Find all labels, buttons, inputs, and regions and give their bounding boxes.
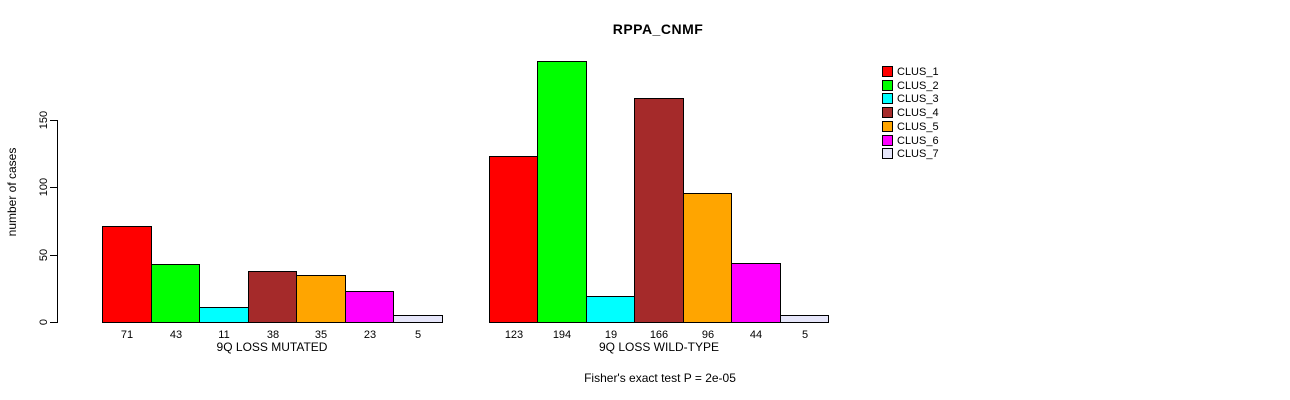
bar-clus_3-mutated: [199, 307, 249, 323]
bar-clus_2-wildtype: [537, 61, 587, 323]
bar-value-label: 96: [701, 329, 715, 341]
legend-label-clus_5: CLUS_5: [897, 121, 939, 133]
legend-label-clus_6: CLUS_6: [897, 135, 939, 147]
bar-value-label: 194: [552, 329, 572, 341]
legend-label-clus_2: CLUS_2: [897, 80, 939, 92]
legend-swatch-clus_3: [882, 93, 893, 104]
y-axis-tick: [50, 187, 58, 188]
bar-value-label: 166: [649, 329, 669, 341]
bar-value-label: 43: [169, 329, 183, 341]
bar-clus_6-wildtype: [731, 263, 781, 323]
chart-title: RPPA_CNMF: [612, 21, 704, 37]
y-axis: [57, 120, 58, 323]
bar-value-label: 38: [266, 329, 280, 341]
legend-swatch-clus_7: [882, 148, 893, 159]
bar-value-label: 44: [749, 329, 763, 341]
y-axis-tick: [50, 120, 58, 121]
bar-clus_4-mutated: [248, 271, 297, 323]
y-axis-label: number of cases: [5, 147, 19, 237]
legend-swatch-clus_6: [882, 135, 893, 146]
bar-clus_2-mutated: [151, 264, 200, 323]
bar-clus_1-mutated: [102, 226, 152, 323]
bar-clus_1-wildtype: [489, 156, 538, 323]
bar-value-label: 35: [314, 329, 328, 341]
fisher-test-annotation: Fisher's exact test P = 2e-05: [584, 371, 736, 385]
y-axis-tick-label: 150: [38, 110, 50, 130]
bar-value-label: 5: [414, 329, 422, 341]
legend-label-clus_4: CLUS_4: [897, 107, 939, 119]
legend-swatch-clus_1: [882, 66, 893, 77]
legend-swatch-clus_4: [882, 107, 893, 118]
bar-value-label: 19: [604, 329, 618, 341]
bar-clus_7-mutated: [393, 315, 443, 323]
group-label-wildtype: 9Q LOSS WILD-TYPE: [598, 340, 720, 354]
legend-label-clus_7: CLUS_7: [897, 148, 939, 160]
bar-clus_7-wildtype: [780, 315, 829, 323]
y-axis-tick-label: 50: [38, 248, 50, 262]
legend-swatch-clus_2: [882, 80, 893, 91]
bar-value-label: 71: [120, 329, 134, 341]
bar-clus_5-wildtype: [683, 193, 732, 323]
y-axis-tick-label: 0: [38, 318, 50, 326]
bar-value-label: 11: [218, 329, 230, 341]
y-axis-tick: [50, 322, 58, 323]
group-label-mutated: 9Q LOSS MUTATED: [216, 340, 328, 354]
legend-swatch-clus_5: [882, 121, 893, 132]
y-axis-tick: [50, 255, 58, 256]
y-axis-tick-label: 100: [38, 177, 50, 197]
bar-clus_4-wildtype: [634, 98, 684, 323]
bar-value-label: 5: [801, 329, 809, 341]
bar-clus_6-mutated: [345, 291, 394, 323]
bar-clus_5-mutated: [296, 275, 346, 323]
bar-clus_3-wildtype: [586, 296, 635, 323]
legend-label-clus_3: CLUS_3: [897, 93, 939, 105]
legend-label-clus_1: CLUS_1: [897, 66, 939, 78]
bar-value-label: 123: [504, 329, 524, 341]
bar-value-label: 23: [363, 329, 377, 341]
